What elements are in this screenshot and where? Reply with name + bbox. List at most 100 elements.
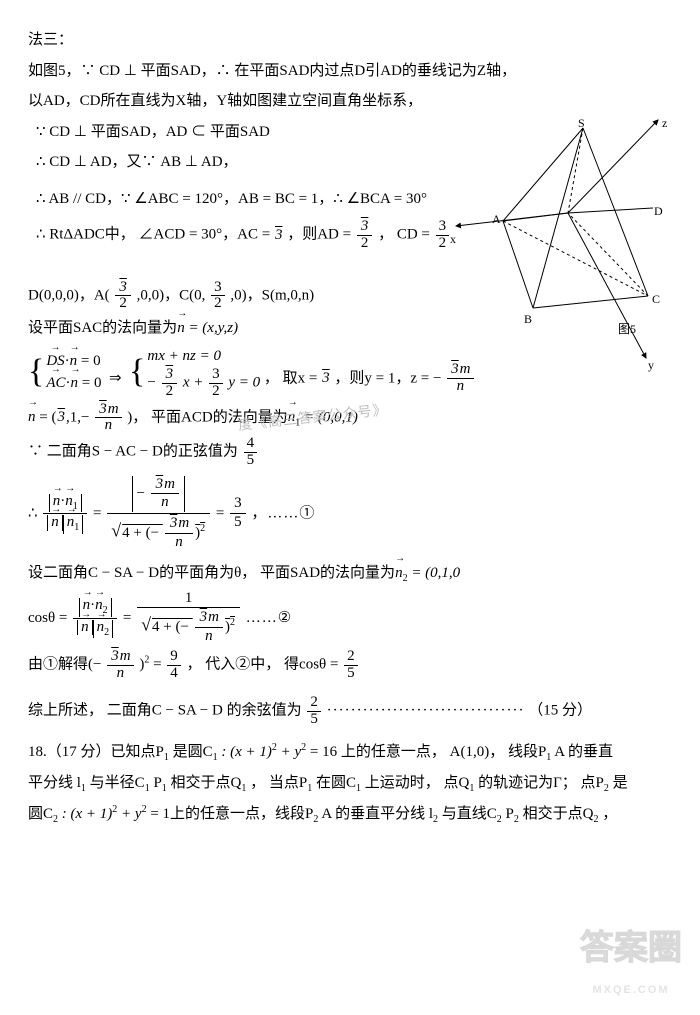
s: 2 (604, 783, 609, 794)
t: 圆C (28, 806, 53, 822)
s: 1 (546, 752, 551, 763)
t: ,0,0)，C(0, (137, 287, 206, 303)
method-title: 法三： (28, 26, 672, 55)
t: + y (281, 744, 302, 760)
d: 5 (244, 452, 258, 469)
marker-2: ……② (246, 610, 292, 626)
t: cosθ = (28, 610, 71, 626)
intro-1: 如图5，∵ CD ⊥ 平面SAD，∴ 在平面SAD内过点D引AD的垂线记为Z轴， (28, 57, 672, 86)
s: 1 (356, 783, 361, 794)
t: : (x + 1) (62, 806, 113, 822)
q18-line2: 平分线 l1 与半径C1 P1 相交于点Q1 ， 当点P1 在圆C1 上运动时，… (28, 769, 672, 798)
t: ， 取x = (264, 370, 321, 386)
d: 5 (344, 665, 358, 682)
t: ∵ 二面角S − AC − D的正弦值为 (28, 444, 238, 460)
n: 3 (110, 648, 120, 664)
t: 在圆C (316, 775, 356, 791)
t: 相交于点Q (523, 806, 594, 822)
n: 3 (230, 495, 246, 513)
t: ， CD = (378, 227, 434, 243)
d: n (107, 665, 133, 682)
eq: = (123, 610, 135, 626)
d: 4 (167, 665, 181, 682)
t: = ( (36, 409, 57, 425)
t: 的轨迹记为Γ； 点P (478, 775, 604, 791)
label-y: y (648, 354, 654, 377)
t: 是圆C (173, 744, 213, 760)
t: ， (602, 806, 617, 822)
marker-1: ，……① (251, 505, 315, 521)
n: 3 (165, 366, 175, 382)
s: 1 (145, 783, 150, 794)
t: = (x,y,z) (185, 320, 238, 336)
n-vector: n = (3,1,− 3mn )， 平面ACD的法向量为n1 = (0,0,1)… (28, 402, 672, 435)
s: 2 (593, 814, 598, 825)
p: 2 (301, 742, 306, 753)
label-S: S (578, 112, 585, 135)
t: + y (121, 806, 142, 822)
s: 2 (313, 814, 318, 825)
t: x + (183, 375, 207, 391)
n: 9 (167, 649, 181, 665)
s: 2 (497, 814, 502, 825)
m: m (120, 648, 131, 664)
s: 3 (56, 409, 66, 425)
s: 1 (469, 783, 474, 794)
t: )， 平面ACD的法向量为 (127, 409, 287, 425)
s: 2 (53, 814, 58, 825)
t: ， 当点P (250, 775, 307, 791)
s: 1 (213, 752, 218, 763)
t: = (0,1,0 (408, 565, 461, 581)
label-A: A (492, 208, 501, 231)
t: = (153, 656, 165, 672)
cos-eq: cosθ = n·n2 nn2 = 1 √4 + (− 3mn)2 ……② (28, 590, 672, 647)
figure-caption: 图5 (618, 318, 636, 341)
t: = 16 上的任意一点， A(1,0)， 线段P (310, 744, 546, 760)
ratio-eq-1: ∴ n·n1 nn1 = − 3mn √4 + (− 3mn)2 = 35 ，…… (28, 475, 672, 553)
t: : (x + 1) (221, 744, 272, 760)
n: 3 (209, 367, 223, 383)
s: 1 (81, 783, 86, 794)
m: m (108, 401, 119, 417)
t: 上运动时， 点Q (365, 775, 470, 791)
p: 2 (272, 742, 277, 753)
d: 2 (211, 295, 225, 312)
d: 2 (209, 383, 223, 400)
n: 4 (244, 436, 258, 452)
t: P (506, 806, 514, 822)
d: 2 (162, 383, 178, 400)
t: ∴ RtΔADC中， ∠ACD = 30°，AC = (36, 227, 274, 243)
t: 综上所述， 二面角C − SA − D 的余弦值为 (28, 703, 302, 719)
n: 3 (360, 218, 370, 234)
eq: = (216, 505, 228, 521)
conclusion: 综上所述， 二面角C − SA − D 的余弦值为 25 ···········… (28, 695, 672, 728)
t: ， 代入②中， 得cosθ = (187, 656, 343, 672)
p: 2 (112, 804, 117, 815)
t: D(0,0,0)，A( (28, 287, 110, 303)
p: 2 (142, 804, 147, 815)
t: y = 0 (228, 375, 260, 391)
t: − (147, 375, 159, 391)
n: 1 (137, 590, 240, 608)
label-z: z (662, 112, 667, 135)
n: 3 (118, 279, 128, 295)
t: 是 (613, 775, 628, 791)
q18-line1: 18.（17 分）已知点P1 是圆C1 : (x + 1)2 + y2 = 16… (28, 738, 672, 767)
d: 5 (230, 513, 246, 532)
t: 18.（17 分）已知点P (28, 744, 164, 760)
t: 与直线C (442, 806, 497, 822)
q18-line3: 圆C2 : (x + 1)2 + y2 = 1上的任意一点，线段P2 A 的垂直… (28, 800, 672, 829)
t: 设二面角C − SA − D的平面角为θ， 平面SAD的法向量为 (28, 565, 395, 581)
figure-5: S A B C D x y z 图5 (448, 108, 678, 368)
t: 与半径C (90, 775, 145, 791)
t: A 的垂直 (554, 744, 613, 760)
n: 3 (211, 280, 225, 296)
p: 2 (144, 654, 149, 665)
d: n (447, 378, 473, 395)
d: 5 (307, 711, 321, 728)
t: A 的垂直平分线 l (321, 806, 433, 822)
dihedral-sine: ∵ 二面角S − AC − D的正弦值为 45 (28, 436, 672, 469)
s: 1 (164, 752, 169, 763)
d: n (95, 417, 121, 434)
t: 设平面SAC的法向量为 (28, 320, 177, 336)
